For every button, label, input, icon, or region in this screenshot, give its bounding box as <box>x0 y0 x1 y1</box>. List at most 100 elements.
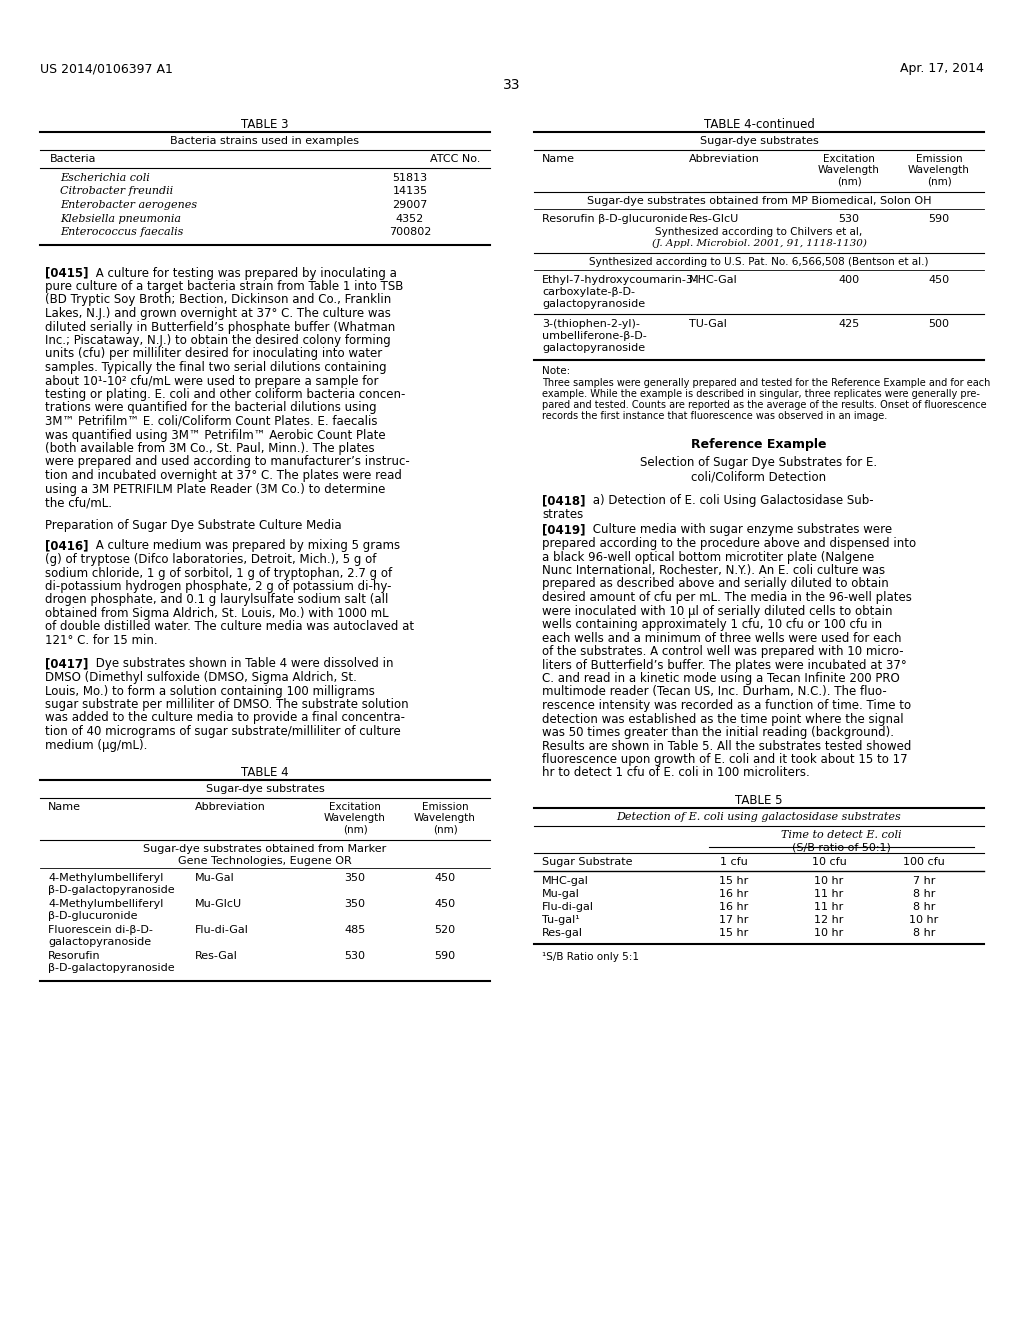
Text: hr to detect 1 cfu of E. coli in 100 microliters.: hr to detect 1 cfu of E. coli in 100 mic… <box>542 767 810 780</box>
Text: Time to detect E. coli: Time to detect E. coli <box>781 830 902 840</box>
Text: carboxylate-β-D-: carboxylate-β-D- <box>542 286 635 297</box>
Text: Three samples were generally prepared and tested for the Reference Example and f: Three samples were generally prepared an… <box>542 378 990 388</box>
Text: Tu-gal¹: Tu-gal¹ <box>542 915 580 925</box>
Text: liters of Butterfield’s buffer. The plates were incubated at 37°: liters of Butterfield’s buffer. The plat… <box>542 659 906 672</box>
Text: galactopyranoside: galactopyranoside <box>542 343 645 352</box>
Text: A culture medium was prepared by mixing 5 grams: A culture medium was prepared by mixing … <box>92 540 400 553</box>
Text: 350: 350 <box>344 873 366 883</box>
Text: tion and incubated overnight at 37° C. The plates were read: tion and incubated overnight at 37° C. T… <box>45 469 401 482</box>
Text: (J. Appl. Microbiol. 2001, 91, 1118-1130): (J. Appl. Microbiol. 2001, 91, 1118-1130… <box>651 239 866 248</box>
Text: testing or plating. E. coli and other coliform bacteria concen-: testing or plating. E. coli and other co… <box>45 388 406 401</box>
Text: were inoculated with 10 μl of serially diluted cells to obtain: were inoculated with 10 μl of serially d… <box>542 605 893 618</box>
Text: Enterococcus faecalis: Enterococcus faecalis <box>60 227 183 238</box>
Text: prepared as described above and serially diluted to obtain: prepared as described above and serially… <box>542 578 889 590</box>
Text: Flu-di-Gal: Flu-di-Gal <box>195 925 249 935</box>
Text: A culture for testing was prepared by inoculating a: A culture for testing was prepared by in… <box>92 267 397 280</box>
Text: pure culture of a target bacteria strain from Table 1 into TSB: pure culture of a target bacteria strain… <box>45 280 403 293</box>
Text: Res-GlcU: Res-GlcU <box>689 214 739 224</box>
Text: 11 hr: 11 hr <box>814 888 844 899</box>
Text: Resorufin β-D-glucuronide: Resorufin β-D-glucuronide <box>542 214 688 224</box>
Text: galactopyranoside: galactopyranoside <box>542 300 645 309</box>
Text: 29007: 29007 <box>392 201 428 210</box>
Text: samples. Typically the final two serial dilutions containing: samples. Typically the final two serial … <box>45 360 387 374</box>
Text: 15 hr: 15 hr <box>720 876 749 886</box>
Text: fluorescence upon growth of E. coli and it took about 15 to 17: fluorescence upon growth of E. coli and … <box>542 752 907 766</box>
Text: TABLE 5: TABLE 5 <box>735 795 782 807</box>
Text: each wells and a minimum of three wells were used for each: each wells and a minimum of three wells … <box>542 631 901 644</box>
Text: Bacteria strains used in examples: Bacteria strains used in examples <box>171 136 359 147</box>
Text: Name: Name <box>48 803 81 812</box>
Text: 8 hr: 8 hr <box>912 888 935 899</box>
Text: (nm): (nm) <box>837 176 861 186</box>
Text: (BD Tryptic Soy Broth; Bection, Dickinson and Co., Franklin: (BD Tryptic Soy Broth; Bection, Dickinso… <box>45 293 391 306</box>
Text: Sugar-dye substrates: Sugar-dye substrates <box>699 136 818 147</box>
Text: Resorufin: Resorufin <box>48 950 100 961</box>
Text: (nm): (nm) <box>927 176 951 186</box>
Text: example. While the example is described in singular, three replicates were gener: example. While the example is described … <box>542 389 980 399</box>
Text: was added to the culture media to provide a final concentra-: was added to the culture media to provid… <box>45 711 406 725</box>
Text: 10 cfu: 10 cfu <box>812 857 847 867</box>
Text: Fluorescein di-β-D-: Fluorescein di-β-D- <box>48 925 153 935</box>
Text: 450: 450 <box>434 873 456 883</box>
Text: Detection of E. coli using galactosidase substrates: Detection of E. coli using galactosidase… <box>616 812 901 822</box>
Text: Gene Technologies, Eugene OR: Gene Technologies, Eugene OR <box>178 855 352 866</box>
Text: were prepared and used according to manufacturer’s instruc-: were prepared and used according to manu… <box>45 455 410 469</box>
Text: was quantified using 3M™ Petrifilm™ Aerobic Count Plate: was quantified using 3M™ Petrifilm™ Aero… <box>45 429 386 441</box>
Text: trations were quantified for the bacterial dilutions using: trations were quantified for the bacteri… <box>45 401 377 414</box>
Text: TU-Gal: TU-Gal <box>689 319 727 329</box>
Text: Apr. 17, 2014: Apr. 17, 2014 <box>900 62 984 75</box>
Text: Synthesized according to Chilvers et al,: Synthesized according to Chilvers et al, <box>655 227 862 238</box>
Text: β-D-galactopyranoside: β-D-galactopyranoside <box>48 964 175 973</box>
Text: 4352: 4352 <box>396 214 424 223</box>
Text: (nm): (nm) <box>432 824 458 834</box>
Text: Emission: Emission <box>915 154 963 164</box>
Text: prepared according to the procedure above and dispensed into: prepared according to the procedure abov… <box>542 537 916 550</box>
Text: ATCC No.: ATCC No. <box>430 154 480 164</box>
Text: US 2014/0106397 A1: US 2014/0106397 A1 <box>40 62 173 75</box>
Text: β-D-glucuronide: β-D-glucuronide <box>48 911 137 921</box>
Text: was 50 times greater than the initial reading (background).: was 50 times greater than the initial re… <box>542 726 894 739</box>
Text: Reference Example: Reference Example <box>691 438 826 451</box>
Text: Flu-di-gal: Flu-di-gal <box>542 902 594 912</box>
Text: Escherichia coli: Escherichia coli <box>60 173 150 183</box>
Text: desired amount of cfu per mL. The media in the 96-well plates: desired amount of cfu per mL. The media … <box>542 591 912 605</box>
Text: wells containing approximately 1 cfu, 10 cfu or 100 cfu in: wells containing approximately 1 cfu, 10… <box>542 618 882 631</box>
Text: Klebsiella pneumonia: Klebsiella pneumonia <box>60 214 181 223</box>
Text: a black 96-well optical bottom microtiter plate (Nalgene: a black 96-well optical bottom microtite… <box>542 550 874 564</box>
Text: Culture media with sugar enzyme substrates were: Culture media with sugar enzyme substrat… <box>589 524 892 536</box>
Text: a) Detection of E. coli Using Galactosidase Sub-: a) Detection of E. coli Using Galactosid… <box>589 494 873 507</box>
Text: Citrobacter freundii: Citrobacter freundii <box>60 186 173 197</box>
Text: 590: 590 <box>929 214 949 224</box>
Text: coli/Coliform Detection: coli/Coliform Detection <box>691 471 826 484</box>
Text: ¹S/B Ratio only 5:1: ¹S/B Ratio only 5:1 <box>542 952 639 962</box>
Text: detection was established as the time point where the signal: detection was established as the time po… <box>542 713 903 726</box>
Text: (nm): (nm) <box>343 824 368 834</box>
Text: Excitation: Excitation <box>329 803 381 812</box>
Text: 1 cfu: 1 cfu <box>720 857 748 867</box>
Text: Abbreviation: Abbreviation <box>195 803 266 812</box>
Text: Enterobacter aerogenes: Enterobacter aerogenes <box>60 201 198 210</box>
Text: Preparation of Sugar Dye Substrate Culture Media: Preparation of Sugar Dye Substrate Cultu… <box>45 520 342 532</box>
Text: Name: Name <box>542 154 575 164</box>
Text: Bacteria: Bacteria <box>50 154 96 164</box>
Text: Res-gal: Res-gal <box>542 928 583 939</box>
Text: TABLE 4-continued: TABLE 4-continued <box>703 117 814 131</box>
Text: 520: 520 <box>434 925 456 935</box>
Text: records the first instance that fluorescence was observed in an image.: records the first instance that fluoresc… <box>542 411 887 421</box>
Text: Sugar-dye substrates obtained from MP Biomedical, Solon OH: Sugar-dye substrates obtained from MP Bi… <box>587 195 931 206</box>
Text: 17 hr: 17 hr <box>719 915 749 925</box>
Text: 8 hr: 8 hr <box>912 902 935 912</box>
Text: Lakes, N.J.) and grown overnight at 37° C. The culture was: Lakes, N.J.) and grown overnight at 37° … <box>45 308 391 319</box>
Text: sodium chloride, 1 g of sorbitol, 1 g of tryptophan, 2.7 g of: sodium chloride, 1 g of sorbitol, 1 g of… <box>45 566 392 579</box>
Text: multimode reader (Tecan US, Inc. Durham, N.C.). The fluo-: multimode reader (Tecan US, Inc. Durham,… <box>542 685 887 698</box>
Text: 590: 590 <box>434 950 456 961</box>
Text: Results are shown in Table 5. All the substrates tested showed: Results are shown in Table 5. All the su… <box>542 739 911 752</box>
Text: the cfu/mL.: the cfu/mL. <box>45 496 112 510</box>
Text: di-potassium hydrogen phosphate, 2 g of potassium di-hy-: di-potassium hydrogen phosphate, 2 g of … <box>45 579 391 593</box>
Text: 16 hr: 16 hr <box>720 888 749 899</box>
Text: Excitation: Excitation <box>823 154 874 164</box>
Text: 10 hr: 10 hr <box>814 876 844 886</box>
Text: 400: 400 <box>839 275 859 285</box>
Text: (S/B ratio of 50:1): (S/B ratio of 50:1) <box>792 842 891 851</box>
Text: Sugar-dye substrates: Sugar-dye substrates <box>206 784 325 795</box>
